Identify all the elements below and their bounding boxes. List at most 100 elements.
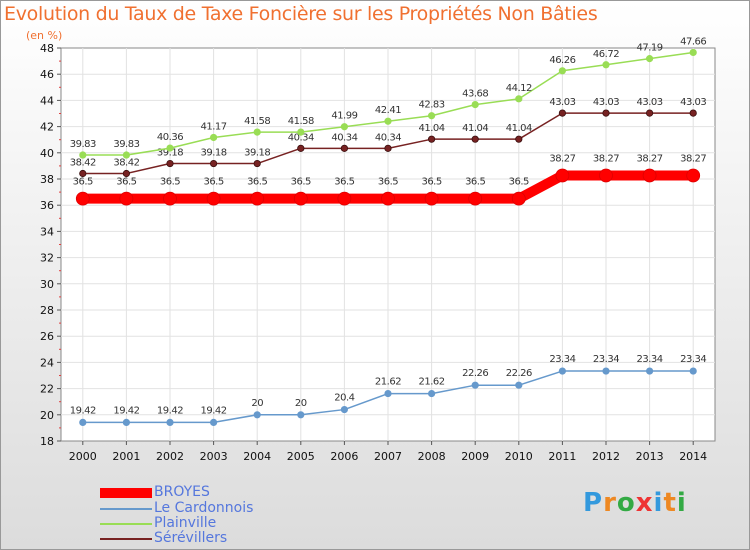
data-point-serevillers bbox=[297, 144, 305, 152]
x-tick-label: 2005 bbox=[287, 450, 315, 463]
data-label-broyes: 38.27 bbox=[593, 153, 619, 164]
legend-swatch-le-cardonnois bbox=[100, 508, 152, 510]
data-point-plainville bbox=[253, 128, 261, 136]
y-tick-label: 46 bbox=[40, 68, 54, 81]
x-tick-label: 2008 bbox=[418, 450, 446, 463]
data-point-serevillers bbox=[79, 169, 87, 178]
data-label-serevillers: 39.18 bbox=[201, 148, 227, 159]
data-point-plainville bbox=[602, 61, 610, 69]
data-point-le-cardonnois bbox=[340, 405, 348, 414]
data-point-serevillers bbox=[166, 159, 174, 168]
legend-swatch-plainville bbox=[100, 523, 152, 525]
data-point-broyes bbox=[163, 191, 177, 206]
data-point-le-cardonnois bbox=[689, 367, 697, 375]
data-point-le-cardonnois bbox=[122, 418, 131, 426]
data-label-le-cardonnois: 23.34 bbox=[593, 354, 619, 365]
data-point-plainville bbox=[558, 67, 567, 75]
x-tick-label: 2000 bbox=[69, 450, 97, 463]
data-point-plainville bbox=[689, 48, 697, 57]
data-point-plainville bbox=[645, 55, 654, 63]
data-label-plainville: 44.12 bbox=[506, 83, 532, 94]
data-label-plainville: 46.72 bbox=[593, 49, 619, 60]
data-point-serevillers bbox=[427, 135, 436, 143]
data-label-le-cardonnois: 20.4 bbox=[334, 393, 354, 404]
data-point-broyes bbox=[206, 191, 221, 206]
data-label-serevillers: 41.04 bbox=[419, 123, 445, 134]
data-label-serevillers: 41.04 bbox=[506, 123, 532, 134]
data-point-le-cardonnois bbox=[384, 389, 392, 398]
data-point-serevillers bbox=[340, 144, 348, 152]
x-tick-label: 2010 bbox=[505, 450, 533, 463]
y-tick-label: 48 bbox=[40, 42, 54, 55]
data-point-plainville bbox=[340, 123, 348, 131]
data-point-serevillers bbox=[558, 109, 567, 117]
data-label-broyes: 36.5 bbox=[465, 177, 485, 188]
data-point-broyes bbox=[555, 168, 570, 183]
y-tick-label: 30 bbox=[40, 278, 54, 291]
x-tick-label: 2013 bbox=[636, 450, 664, 463]
data-label-broyes: 36.5 bbox=[116, 177, 136, 188]
data-label-le-cardonnois: 23.34 bbox=[637, 354, 663, 365]
data-label-le-cardonnois: 19.42 bbox=[157, 405, 183, 416]
data-point-broyes bbox=[381, 191, 395, 206]
data-point-le-cardonnois bbox=[79, 418, 87, 426]
data-point-serevillers bbox=[689, 109, 697, 117]
data-point-plainville bbox=[384, 117, 392, 125]
data-label-serevillers: 40.34 bbox=[331, 132, 357, 143]
data-point-le-cardonnois bbox=[515, 381, 523, 389]
data-label-broyes: 36.5 bbox=[160, 177, 180, 188]
x-tick-label: 2006 bbox=[330, 450, 358, 463]
data-label-le-cardonnois: 21.62 bbox=[419, 377, 445, 388]
y-tick-label: 42 bbox=[40, 121, 54, 134]
y-tick-label: 28 bbox=[40, 304, 54, 317]
data-point-serevillers bbox=[384, 144, 392, 152]
y-tick-label: 36 bbox=[40, 199, 54, 212]
data-label-serevillers: 38.42 bbox=[70, 157, 96, 168]
data-label-broyes: 36.5 bbox=[509, 177, 529, 188]
legend-label-plainville: Plainville bbox=[154, 515, 217, 531]
data-label-serevillers: 43.03 bbox=[549, 97, 575, 108]
data-point-serevillers bbox=[253, 159, 261, 168]
x-tick-label: 2012 bbox=[592, 450, 620, 463]
data-point-serevillers bbox=[515, 135, 523, 143]
data-label-le-cardonnois: 20 bbox=[251, 398, 263, 409]
data-label-broyes: 36.5 bbox=[247, 177, 267, 188]
data-point-broyes bbox=[250, 191, 265, 206]
legend-label-serevillers: Sérévillers bbox=[154, 530, 228, 546]
data-label-serevillers: 39.18 bbox=[244, 148, 270, 159]
data-label-le-cardonnois: 23.34 bbox=[680, 354, 706, 365]
data-label-serevillers: 41.04 bbox=[462, 123, 488, 134]
data-point-le-cardonnois bbox=[210, 418, 218, 426]
data-label-le-cardonnois: 19.42 bbox=[113, 405, 139, 416]
data-label-plainville: 40.36 bbox=[157, 132, 183, 143]
y-tick-label: 32 bbox=[40, 252, 54, 265]
y-tick-label: 24 bbox=[40, 356, 54, 369]
data-point-serevillers bbox=[210, 159, 218, 168]
legend-swatch-serevillers bbox=[100, 538, 152, 540]
data-label-broyes: 36.5 bbox=[334, 177, 354, 188]
data-label-serevillers: 40.34 bbox=[375, 132, 401, 143]
data-point-le-cardonnois bbox=[297, 411, 305, 419]
data-label-plainville: 42.83 bbox=[419, 100, 445, 111]
data-point-broyes bbox=[337, 191, 352, 206]
data-label-plainville: 39.83 bbox=[70, 139, 96, 150]
x-tick-label: 2007 bbox=[374, 450, 402, 463]
y-tick-label: 34 bbox=[40, 225, 54, 238]
data-point-le-cardonnois bbox=[427, 389, 436, 398]
data-point-plainville bbox=[166, 144, 174, 152]
data-label-broyes: 38.27 bbox=[549, 153, 575, 164]
x-tick-label: 2014 bbox=[679, 450, 707, 463]
data-point-le-cardonnois bbox=[558, 367, 567, 375]
data-point-broyes bbox=[119, 191, 134, 206]
x-tick-label: 2009 bbox=[461, 450, 489, 463]
data-label-broyes: 38.27 bbox=[637, 153, 663, 164]
data-label-le-cardonnois: 22.26 bbox=[462, 368, 488, 379]
data-label-broyes: 36.5 bbox=[291, 177, 311, 188]
data-label-broyes: 36.5 bbox=[203, 177, 223, 188]
data-label-broyes: 36.5 bbox=[378, 177, 398, 188]
data-label-serevillers: 43.03 bbox=[680, 97, 706, 108]
data-point-le-cardonnois bbox=[253, 411, 261, 419]
data-label-broyes: 38.27 bbox=[680, 153, 706, 164]
y-tick-label: 44 bbox=[40, 94, 54, 107]
